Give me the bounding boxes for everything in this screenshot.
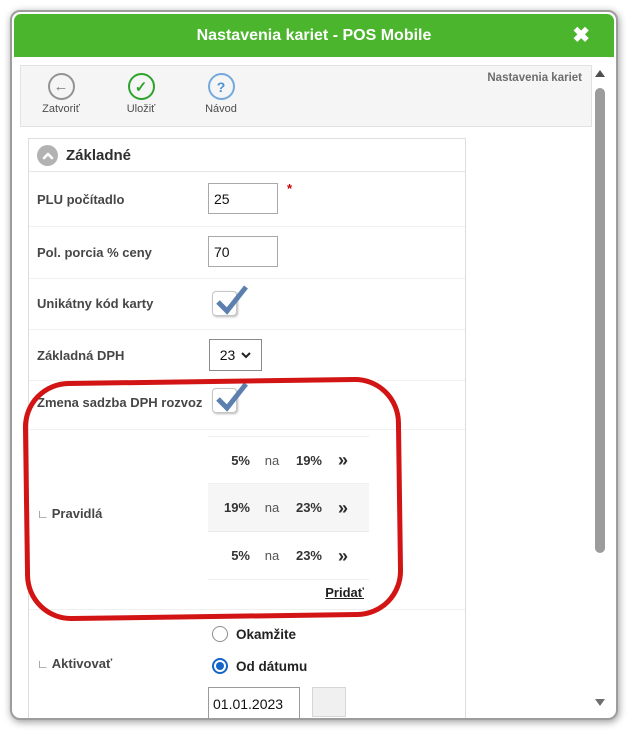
- pravidla-label: ∟ Pravidlá: [37, 506, 103, 521]
- close-icon[interactable]: ✖: [572, 24, 590, 47]
- arrow-left-icon: ←: [47, 73, 75, 100]
- unikatny-checkbox[interactable]: [212, 285, 248, 316]
- title-bar: Nastavenia kariet - POS Mobile ✖: [14, 14, 614, 57]
- chevron-down-icon: [241, 351, 251, 358]
- rule-row: 5% na 23% »: [208, 532, 369, 580]
- radio-option-immediate[interactable]: Okamžite: [212, 626, 296, 642]
- date-input[interactable]: [208, 687, 300, 718]
- rule-conj: na: [264, 548, 280, 563]
- rule-conj: na: [264, 500, 280, 515]
- field-row-zmena: Zmena sadzba DPH rozvoz: [29, 381, 465, 430]
- porcia-input[interactable]: [208, 236, 278, 267]
- scrollbar-thumb[interactable]: [595, 88, 605, 553]
- rule-row: 5% na 19% »: [208, 436, 369, 484]
- rule-from: 5%: [231, 548, 250, 563]
- section-title: Základné: [66, 147, 132, 164]
- field-row-aktivovat: ∟ Aktivovať Okamžite Od dátumu: [29, 610, 465, 718]
- rule-to: 19%: [295, 452, 322, 468]
- rule-open-icon[interactable]: »: [338, 450, 349, 470]
- checkmark-icon: [216, 382, 248, 412]
- close-button[interactable]: ← Zatvoriť: [33, 73, 89, 115]
- field-row-pravidla: ∟ Pravidlá 5% na 19% » 19% na 23% » 5% na: [29, 430, 465, 610]
- basic-settings-panel: Základné PLU počítadlo * Pol. porcia % c…: [28, 138, 466, 718]
- zmena-label: Zmena sadzba DPH rozvoz: [37, 395, 203, 410]
- angle-prefix: ∟: [37, 507, 49, 521]
- scrollbar[interactable]: [594, 70, 606, 706]
- plu-label: PLU počítadlo: [37, 192, 125, 207]
- rule-open-icon[interactable]: »: [338, 497, 349, 518]
- save-button-label: Uložiť: [126, 103, 156, 115]
- dialog-title: Nastavenia kariet - POS Mobile: [196, 27, 432, 44]
- radio-label: Od dátumu: [236, 658, 308, 674]
- check-icon: ✓: [127, 73, 155, 100]
- scroll-down-icon[interactable]: [595, 699, 605, 706]
- porcia-label: Pol. porcia % ceny: [37, 245, 152, 260]
- rule-to: 23%: [295, 500, 322, 515]
- field-row-unikatny: Unikátny kód karty: [29, 279, 465, 330]
- save-button[interactable]: ✓ Uložiť: [113, 73, 169, 115]
- rule-conj: na: [264, 452, 280, 468]
- required-asterisk: *: [287, 181, 293, 196]
- rule-from: 5%: [231, 452, 250, 468]
- dialog-window: Nastavenia kariet - POS Mobile ✖ ← Zatvo…: [10, 10, 618, 720]
- section-header: Základné: [29, 139, 465, 172]
- chevron-up-icon[interactable]: [37, 145, 58, 166]
- field-row-porcia: Pol. porcia % ceny: [29, 227, 465, 279]
- dph-label: Základná DPH: [37, 348, 125, 363]
- unikatny-label: Unikátny kód karty: [37, 296, 154, 311]
- aktivovat-label: ∟ Aktivovať: [37, 656, 113, 671]
- radio-label: Okamžite: [236, 626, 297, 642]
- rule-row: 19% na 23% »: [208, 484, 369, 532]
- checkmark-icon: [216, 285, 248, 315]
- field-row-plu: PLU počítadlo *: [29, 172, 465, 227]
- radio-option-from-date[interactable]: Od dátumu: [212, 658, 307, 674]
- help-button-label: Návod: [205, 103, 237, 115]
- field-row-dph: Základná DPH 23: [29, 330, 465, 381]
- zmena-checkbox[interactable]: [212, 382, 248, 413]
- dph-select[interactable]: 23: [209, 339, 262, 371]
- help-button[interactable]: ? Návod: [193, 73, 249, 115]
- rule-open-icon[interactable]: »: [338, 545, 349, 566]
- rule-from: 19%: [223, 500, 250, 515]
- scroll-up-icon[interactable]: [595, 70, 605, 77]
- radio-selected-icon[interactable]: [212, 658, 228, 674]
- rule-to: 23%: [295, 548, 322, 563]
- rules-list: 5% na 19% » 19% na 23% » 5% na 23% »: [208, 436, 369, 580]
- date-picker-button[interactable]: [312, 687, 346, 717]
- dph-selected-value: 23: [219, 347, 236, 363]
- close-button-label: Zatvoriť: [42, 103, 80, 115]
- add-rule-link[interactable]: Pridať: [325, 585, 364, 600]
- breadcrumb: Nastavenia kariet: [487, 72, 582, 84]
- radio-unselected-icon[interactable]: [212, 626, 228, 642]
- plu-input[interactable]: [208, 183, 278, 214]
- angle-prefix: ∟: [37, 657, 49, 671]
- question-icon: ?: [207, 73, 235, 100]
- toolbar: ← Zatvoriť ✓ Uložiť ? Návod Nastavenia k…: [20, 65, 592, 127]
